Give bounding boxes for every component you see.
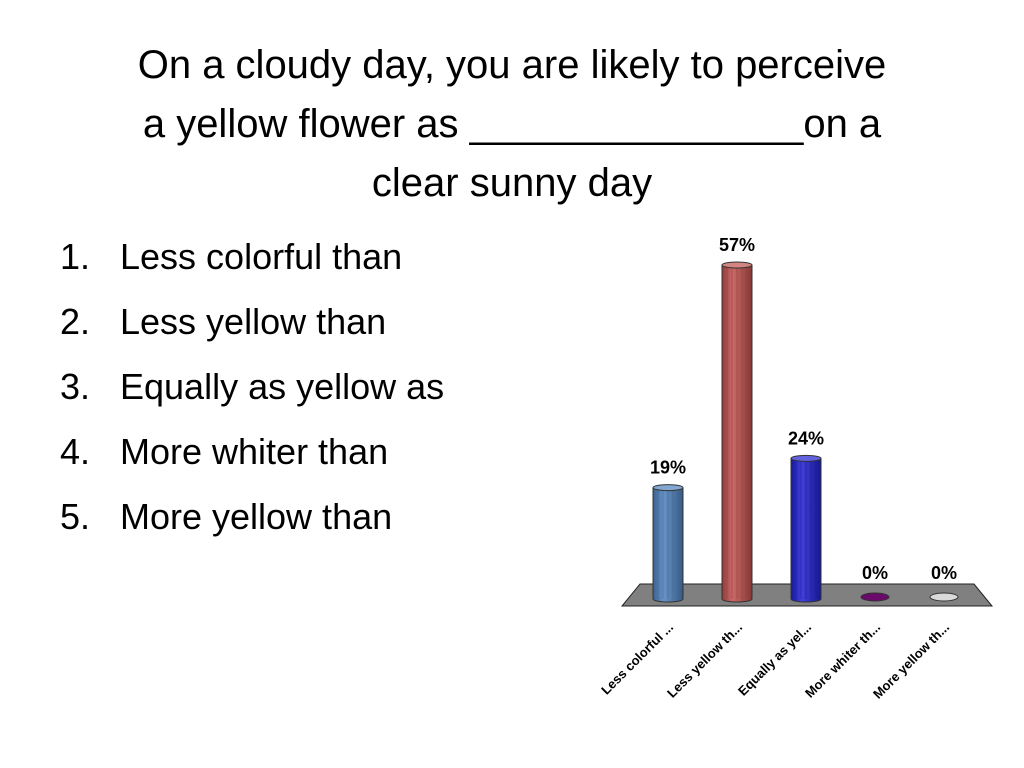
bar-3: [790, 454, 822, 603]
answer-option-2: 2. Less yellow than: [60, 293, 444, 358]
option-number: 1.: [60, 236, 91, 277]
answer-options-list: 1. Less colorful than 2. Less yellow than …: [60, 228, 444, 553]
category-label-3: Equally as yel...: [735, 620, 814, 699]
title-line-1: On a cloudy day, you are likely to perce…: [137, 43, 887, 87]
option-number: 4.: [60, 431, 91, 472]
title-line-3: clear sunny day: [371, 161, 653, 205]
category-label-1: Less colorful ...: [598, 620, 676, 698]
category-label-2: Less yellow th...: [664, 620, 745, 701]
bar-top: [790, 454, 822, 462]
bar-top: [721, 261, 753, 269]
answer-option-5: 5. More yellow than: [60, 488, 444, 553]
category-label-4: More whiter th...: [802, 620, 883, 701]
option-text: More whiter than: [120, 431, 389, 472]
category-label-5: More yellow th...: [870, 620, 952, 702]
bar-zero-disc: [860, 592, 890, 602]
option-text: Less colorful than: [120, 236, 403, 277]
data-label-3: 24%: [788, 428, 824, 448]
option-number: 3.: [60, 366, 91, 407]
answer-option-4: 4. More whiter than: [60, 423, 444, 488]
bar-4: [860, 592, 890, 602]
data-label-1: 19%: [650, 458, 686, 478]
response-bar-chart: 19% 57% 24% 0% 0% Less colorful ...Less yell…: [598, 235, 994, 702]
answer-option-1: 1. Less colorful than: [60, 228, 444, 293]
data-label-5: 0%: [931, 563, 957, 583]
slide-title: On a cloudy day, you are likely to perce…: [40, 36, 984, 213]
option-number: 5.: [60, 496, 91, 537]
bar-zero-disc: [929, 592, 959, 602]
option-text: More yellow than: [120, 496, 393, 537]
option-text: Equally as yellow as: [120, 366, 445, 407]
option-text: Less yellow than: [120, 301, 387, 342]
answer-option-3: 3. Equally as yellow as: [60, 358, 444, 423]
data-label-2: 57%: [719, 235, 755, 255]
bar-5: [929, 592, 959, 602]
option-number: 2.: [60, 301, 91, 342]
bar-top: [652, 484, 684, 492]
bar-1: [652, 484, 684, 603]
title-line-2: a yellow flower as _______________on a: [142, 102, 882, 146]
bar-2: [721, 261, 753, 603]
data-label-4: 0%: [862, 563, 888, 583]
